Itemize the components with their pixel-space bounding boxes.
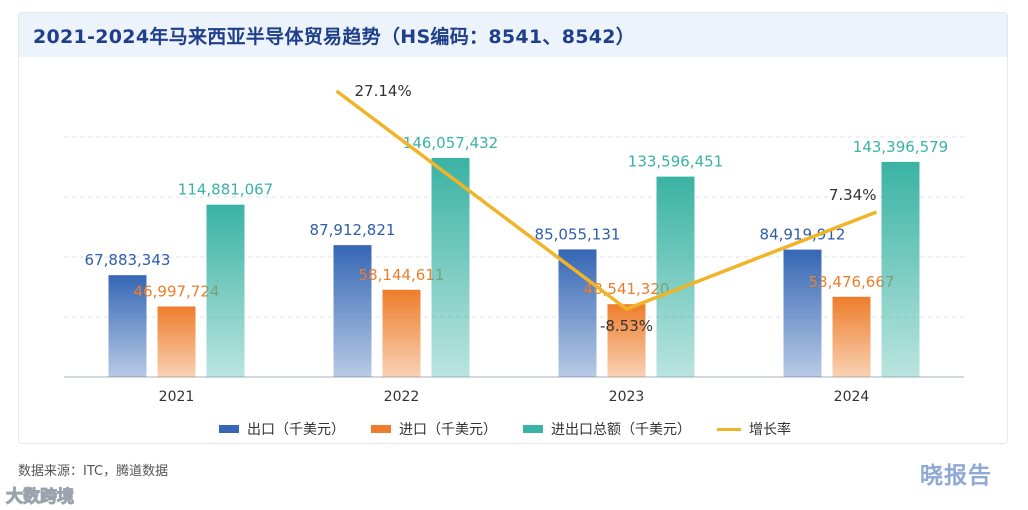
bar-0-2023 bbox=[558, 249, 597, 377]
legend-swatch bbox=[219, 425, 239, 433]
x-tick-label: 2021 bbox=[159, 389, 195, 405]
bar-0-2024 bbox=[783, 249, 822, 377]
legend-label: 进口（千美元） bbox=[399, 422, 497, 438]
legend-swatch bbox=[371, 425, 391, 433]
legend-label: 进出口总额（千美元） bbox=[551, 422, 691, 438]
legend-label: 出口（千美元） bbox=[247, 422, 345, 438]
legend-item: 出口（千美元） bbox=[219, 419, 345, 439]
bar-1-2024 bbox=[832, 296, 871, 377]
title-bar: 2021-2024年马来西亚半导体贸易趋势（HS编码：8541、8542） bbox=[19, 13, 1007, 57]
data-label: 46,997,724 bbox=[134, 283, 220, 301]
data-label: 114,881,067 bbox=[178, 181, 273, 199]
data-label: 146,057,432 bbox=[403, 134, 498, 152]
source-note: 数据来源：ITC，腾道数据 bbox=[18, 464, 169, 479]
legend-swatch bbox=[717, 427, 741, 431]
brand-left-watermark: 大数跨境 bbox=[6, 487, 75, 508]
bar-2-2021 bbox=[206, 204, 245, 377]
legend-item: 增长率 bbox=[717, 419, 791, 439]
x-tick-label: 2023 bbox=[609, 389, 645, 405]
bar-1-2022 bbox=[382, 289, 421, 377]
brand-right-logo: 晓报告 bbox=[920, 463, 992, 489]
bar-2-2024 bbox=[881, 161, 920, 377]
data-label: 58,144,611 bbox=[359, 266, 445, 284]
data-label: 85,055,131 bbox=[535, 225, 621, 243]
data-label: 53,476,667 bbox=[809, 273, 895, 291]
x-tick-label: 2024 bbox=[834, 389, 870, 405]
bar-1-2023 bbox=[607, 304, 646, 377]
growth-label: 27.14% bbox=[355, 82, 412, 100]
chart-title: 2021-2024年马来西亚半导体贸易趋势（HS编码：8541、8542） bbox=[33, 26, 636, 48]
legend-label: 增长率 bbox=[749, 422, 791, 438]
legend-item: 进口（千美元） bbox=[371, 419, 497, 439]
legend: 出口（千美元） 进口（千美元） 进出口总额（千美元） 增长率 bbox=[219, 419, 791, 439]
legend-item: 进出口总额（千美元） bbox=[523, 419, 691, 439]
bar-2-2022 bbox=[431, 157, 470, 377]
data-label: 133,596,451 bbox=[628, 153, 723, 171]
legend-swatch bbox=[523, 425, 543, 433]
x-tick-label: 2022 bbox=[384, 389, 420, 405]
growth-label: -8.53% bbox=[600, 317, 653, 335]
chart-svg: 67,883,343 46,997,724 114,881,067 2021 87,91… bbox=[64, 82, 964, 405]
growth-rate-line bbox=[335, 89, 878, 311]
data-label: 67,883,343 bbox=[85, 251, 171, 269]
bar-0-2021 bbox=[108, 275, 147, 377]
bar-1-2021 bbox=[157, 306, 196, 377]
bar-2-2023 bbox=[656, 176, 695, 377]
chart-card: 2021-2024年马来西亚半导体贸易趋势（HS编码：8541、8542） 67… bbox=[18, 12, 1008, 444]
data-label: 87,912,821 bbox=[310, 221, 396, 239]
growth-label: 7.34% bbox=[829, 186, 877, 204]
bar-0-2022 bbox=[333, 245, 372, 377]
data-label: 84,919,912 bbox=[760, 226, 846, 244]
data-label: 143,396,579 bbox=[853, 138, 948, 156]
